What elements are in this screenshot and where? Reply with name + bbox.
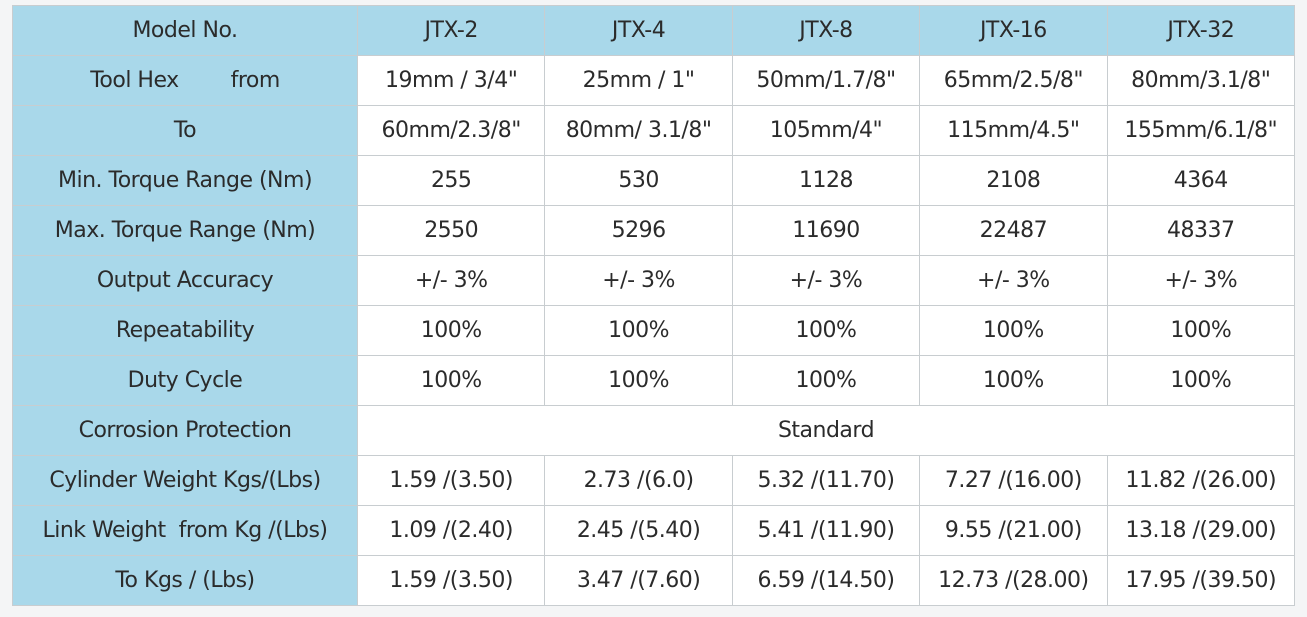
cell: 115mm/4.5" bbox=[919, 105, 1108, 156]
table-row: Link Weight from Kg /(Lbs) 1.09 /(2.40) 2.… bbox=[12, 505, 1296, 556]
cell: 100% bbox=[356, 305, 546, 356]
row-label: Corrosion Protection bbox=[12, 405, 358, 456]
cell: 100% bbox=[356, 355, 546, 406]
cell: +/- 3% bbox=[731, 255, 921, 306]
cell: 19mm / 3/4" bbox=[356, 55, 546, 106]
cell: 3.47 /(7.60) bbox=[544, 555, 733, 606]
table-row: Max. Torque Range (Nm) 2550 5296 11690 22487… bbox=[12, 205, 1296, 256]
cell: 80mm/3.1/8" bbox=[1106, 55, 1296, 106]
cell: 50mm/1.7/8" bbox=[731, 55, 921, 106]
row-label: Repeatability bbox=[12, 305, 358, 356]
cell: 2.45 /(5.40) bbox=[544, 505, 733, 556]
cell: +/- 3% bbox=[356, 255, 546, 306]
table-row: Min. Torque Range (Nm) 255 530 1128 2108 4364 bbox=[12, 155, 1296, 206]
row-label: Min. Torque Range (Nm) bbox=[12, 155, 358, 206]
cell: 13.18 /(29.00) bbox=[1106, 505, 1296, 556]
header-cell: JTX-8 bbox=[731, 5, 921, 56]
cell: 48337 bbox=[1106, 205, 1296, 256]
table-row: Cylinder Weight Kgs/(Lbs) 1.59 /(3.50) 2.7… bbox=[12, 455, 1296, 506]
header-cell: JTX-2 bbox=[356, 5, 546, 56]
table-row: Repeatability 100% 100% 100% 100% 100% bbox=[12, 305, 1296, 356]
cell: 255 bbox=[356, 155, 546, 206]
cell: Standard bbox=[357, 405, 1295, 456]
cell: 100% bbox=[1106, 355, 1296, 406]
cell: 2.73 /(6.0) bbox=[544, 455, 733, 506]
row-label: Duty Cycle bbox=[12, 355, 358, 406]
cell: 1128 bbox=[731, 155, 921, 206]
header-row: Model No. JTX-2 JTX-4 JTX-8 JTX-16 JTX-32 bbox=[12, 5, 1296, 56]
table-row: Corrosion Protection Standard bbox=[12, 405, 1295, 456]
cell: 11.82 /(26.00) bbox=[1106, 455, 1296, 506]
cell: 12.73 /(28.00) bbox=[919, 555, 1108, 606]
spec-table-wrap: Model No. JTX-2 JTX-4 JTX-8 JTX-16 JTX-32 Tool… bbox=[12, 5, 1296, 606]
row-label: Link Weight from Kg /(Lbs) bbox=[12, 505, 358, 556]
header-cell: JTX-16 bbox=[919, 5, 1108, 56]
cell: 5.32 /(11.70) bbox=[731, 455, 921, 506]
cell: 2550 bbox=[356, 205, 546, 256]
cell: +/- 3% bbox=[919, 255, 1108, 306]
cell: 100% bbox=[544, 355, 733, 406]
cell: 100% bbox=[919, 355, 1108, 406]
row-label: Output Accuracy bbox=[12, 255, 358, 306]
cell: 1.59 /(3.50) bbox=[356, 555, 546, 606]
cell: 1.59 /(3.50) bbox=[356, 455, 546, 506]
header-cell: JTX-4 bbox=[544, 5, 733, 56]
row-label: To Kgs / (Lbs) bbox=[12, 555, 358, 606]
cell: 4364 bbox=[1106, 155, 1296, 206]
cell: 100% bbox=[731, 305, 921, 356]
cell: 105mm/4" bbox=[731, 105, 921, 156]
cell: 100% bbox=[731, 355, 921, 406]
cell: 2108 bbox=[919, 155, 1108, 206]
cell: 100% bbox=[1106, 305, 1296, 356]
table-row: To 60mm/2.3/8" 80mm/ 3.1/8" 105mm/4" 115mm/4… bbox=[12, 105, 1296, 156]
cell: 80mm/ 3.1/8" bbox=[544, 105, 733, 156]
cell: 60mm/2.3/8" bbox=[356, 105, 546, 156]
header-label: Model No. bbox=[12, 5, 358, 56]
table-row: Duty Cycle 100% 100% 100% 100% 100% bbox=[12, 355, 1296, 406]
row-label: Cylinder Weight Kgs/(Lbs) bbox=[12, 455, 358, 506]
cell: 100% bbox=[544, 305, 733, 356]
table-row: Output Accuracy +/- 3% +/- 3% +/- 3% +/- 3% +… bbox=[12, 255, 1296, 306]
cell: +/- 3% bbox=[544, 255, 733, 306]
cell: 1.09 /(2.40) bbox=[356, 505, 546, 556]
cell: 6.59 /(14.50) bbox=[731, 555, 921, 606]
cell: 65mm/2.5/8" bbox=[919, 55, 1108, 106]
row-label: Max. Torque Range (Nm) bbox=[12, 205, 358, 256]
cell: 25mm / 1" bbox=[544, 55, 733, 106]
cell: 155mm/6.1/8" bbox=[1106, 105, 1296, 156]
cell: 100% bbox=[919, 305, 1108, 356]
cell: 22487 bbox=[919, 205, 1108, 256]
table-row: Tool Hex from 19mm / 3/4" 25mm / 1" 50mm/1.… bbox=[12, 55, 1296, 106]
cell: 5.41 /(11.90) bbox=[731, 505, 921, 556]
row-label: To bbox=[12, 105, 358, 156]
cell: 5296 bbox=[544, 205, 733, 256]
table-row: To Kgs / (Lbs) 1.59 /(3.50) 3.47 /(7.60) 6.… bbox=[12, 555, 1296, 606]
cell: 7.27 /(16.00) bbox=[919, 455, 1108, 506]
spec-table: Model No. JTX-2 JTX-4 JTX-8 JTX-16 JTX-32 Tool… bbox=[12, 5, 1296, 606]
cell: 9.55 /(21.00) bbox=[919, 505, 1108, 556]
cell: 11690 bbox=[731, 205, 921, 256]
header-cell: JTX-32 bbox=[1106, 5, 1296, 56]
cell: 17.95 /(39.50) bbox=[1106, 555, 1296, 606]
cell: +/- 3% bbox=[1106, 255, 1296, 306]
row-label: Tool Hex from bbox=[12, 55, 358, 106]
cell: 530 bbox=[544, 155, 733, 206]
